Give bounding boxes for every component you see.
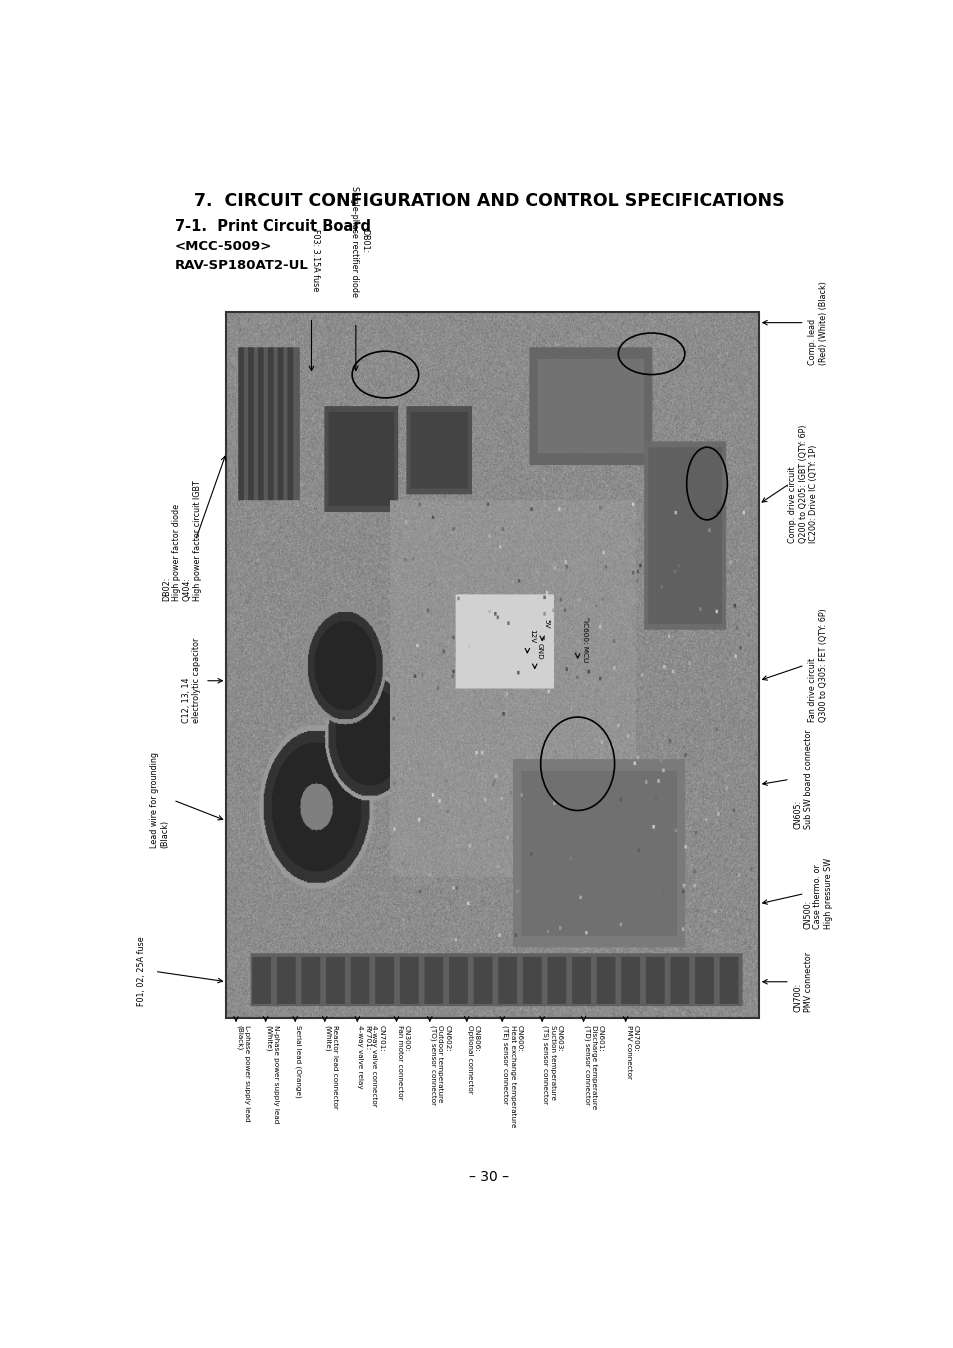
Text: CN806:
Optional connector: CN806: Optional connector [466,1026,479,1095]
Text: 5V: 5V [543,619,549,628]
Text: Serial lead (Orange): Serial lead (Orange) [294,1026,301,1099]
Text: 12V: 12V [528,630,535,643]
Text: Reactor lead connector
(White): Reactor lead connector (White) [324,1026,338,1109]
Text: 7.  CIRCUIT CONFIGURATION AND CONTROL SPECIFICATIONS: 7. CIRCUIT CONFIGURATION AND CONTROL SPE… [193,193,783,210]
Text: F01, 02, 25A fuse: F01, 02, 25A fuse [137,937,146,1006]
Text: CN600:
Heat exchange temperature
(TE) sensor connector: CN600: Heat exchange temperature (TE) se… [501,1026,522,1128]
Text: DB01:
Single-phase rectifier diode: DB01: Single-phase rectifier diode [350,186,369,297]
Text: CN300:
Fan motor connector: CN300: Fan motor connector [396,1026,409,1100]
Text: Comp. lead
(Red) (White) (Black): Comp. lead (Red) (White) (Black) [807,280,827,364]
Bar [226,313,758,1018]
Text: CN605:
Sub SW board connector: CN605: Sub SW board connector [793,729,812,829]
Text: CN701:
4-way valve connector
RY701:
4-way valve relay: CN701: 4-way valve connector RY701: 4-wa… [357,1026,384,1107]
Text: GND: GND [536,643,541,661]
Text: Comp. drive circuit
Q200 to Q205: IGBT (QTY: 6P)
IC200: Drive IC (QTY: 1P): Comp. drive circuit Q200 to Q205: IGBT (… [787,425,817,543]
Text: F03: 3.15A fuse: F03: 3.15A fuse [311,229,319,291]
Text: CN602:
Outdoor temperature
(TO) sensor connector: CN602: Outdoor temperature (TO) sensor c… [429,1026,450,1105]
Text: CN500:
Case thermo. or
High pressure SW: CN500: Case thermo. or High pressure SW [802,857,832,929]
Text: IC600: MCU: IC600: MCU [581,620,587,662]
Text: 7-1.  Print Circuit Board: 7-1. Print Circuit Board [174,218,371,233]
Text: RAV-SP180AT2-UL: RAV-SP180AT2-UL [174,259,308,272]
Text: CN603:
Suction temperature
(TS) sensor connector: CN603: Suction temperature (TS) sensor c… [541,1026,562,1104]
Text: CN700:
PMV connector: CN700: PMV connector [793,952,812,1012]
Text: N-phase power supply lead
(White): N-phase power supply lead (White) [265,1026,279,1124]
Text: <MCC-5009>: <MCC-5009> [174,240,272,253]
Text: L-phase power supply lead
(Black): L-phase power supply lead (Black) [235,1026,250,1122]
Text: C12, 13, 14
electrolytic capacitor: C12, 13, 14 electrolytic capacitor [182,638,201,724]
Text: Lead wire for grounding
(Black): Lead wire for grounding (Black) [150,752,170,848]
Text: – 30 –: – 30 – [469,1170,508,1184]
Text: Fan drive circuit
Q300 to Q305: FET (QTY: 6P): Fan drive circuit Q300 to Q305: FET (QTY… [807,608,827,723]
Text: CN601:
Discharge temperature
(TD) sensor connector: CN601: Discharge temperature (TD) sensor… [583,1026,603,1109]
Text: DB02:
High power factor diode
Q404:
High power factor circuit IGBT: DB02: High power factor diode Q404: High… [162,480,202,601]
Text: CN700:
PMV connector: CN700: PMV connector [625,1026,639,1080]
